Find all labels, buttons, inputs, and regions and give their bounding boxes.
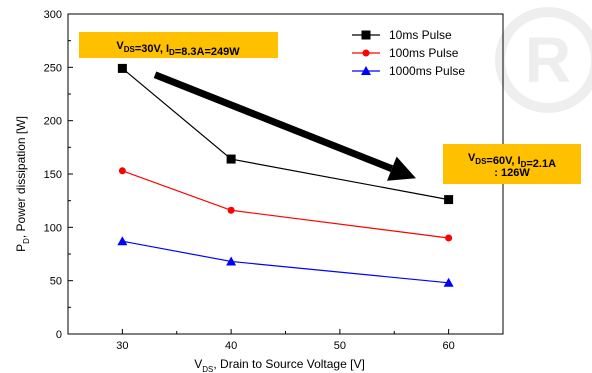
data-point-circle <box>227 206 235 214</box>
legend-item: 10ms Pulse <box>352 28 452 42</box>
data-point-triangle <box>226 256 237 266</box>
series-3 <box>117 236 454 287</box>
subscript: D <box>521 160 527 169</box>
y-tick-label: 300 <box>44 9 62 21</box>
x-tick-label: 50 <box>334 340 346 352</box>
axis-title-rest: , Drain to Source Voltage [V] <box>213 357 364 371</box>
axis-symbol: V <box>194 357 202 371</box>
series-line <box>122 170 449 239</box>
axis-title-rest: , Power dissipation [W] <box>14 116 28 238</box>
callout-60v: VDS=60V, ID=2.1A: 126W <box>443 144 581 184</box>
x-tick-label: 30 <box>116 340 128 352</box>
text-run: V <box>468 152 476 164</box>
text-run: =2.1A <box>526 158 556 170</box>
callout-box <box>443 144 581 184</box>
legend-label: 10ms Pulse <box>389 28 452 42</box>
series-line <box>122 240 449 284</box>
callout-text: : 126W <box>494 167 530 179</box>
legend-item: 100ms Pulse <box>352 46 459 60</box>
data-point-circle <box>118 167 126 175</box>
axis-symbol: P <box>14 244 28 252</box>
x-axis-title: VDS, Drain to Source Voltage [V] <box>194 357 365 373</box>
logo-watermark-letter: R <box>525 24 571 96</box>
y-tick-label: 150 <box>44 169 62 181</box>
logo-watermark: R <box>495 7 592 113</box>
x-tick-label: 40 <box>225 340 237 352</box>
subscript: DS <box>124 45 136 54</box>
data-point-square <box>361 30 371 40</box>
data-point-circle <box>362 49 370 57</box>
y-tick-label: 50 <box>50 276 62 288</box>
data-point-circle <box>445 234 453 242</box>
x-tick-label: 60 <box>443 340 455 352</box>
legend-item: 1000ms Pulse <box>352 64 465 78</box>
trend-arrow <box>153 71 416 181</box>
series-line <box>121 67 449 201</box>
text-run: V <box>116 40 124 52</box>
legend-label: 100ms Pulse <box>389 46 459 60</box>
subscript: DS <box>475 157 487 166</box>
axis-subscript: DS <box>202 365 213 373</box>
data-point-square <box>444 195 454 205</box>
series-2 <box>118 167 453 242</box>
subscript: D <box>169 48 175 57</box>
callout-box <box>79 32 278 58</box>
y-axis-title: PD, Power dissipation [W] <box>14 116 31 252</box>
text-run: =8.3A=249W <box>175 46 240 58</box>
data-point-square <box>226 154 236 164</box>
y-tick-label: 250 <box>44 62 62 74</box>
text-run: =30V, I <box>135 43 169 55</box>
data-point-triangle <box>361 66 371 75</box>
callout-text: VDS=30V, ID=8.3A=249W <box>116 40 240 58</box>
legend-label: 1000ms Pulse <box>389 64 465 78</box>
data-point-square <box>117 63 127 73</box>
y-tick-label: 200 <box>44 116 62 128</box>
y-tick-label: 100 <box>44 222 62 234</box>
series-1 <box>117 63 454 205</box>
axis-ticks: 0 50 100 150 200 250 300 30 40 50 60 <box>44 9 504 352</box>
legend: 10ms Pulse 100ms Pulse 1000ms Pulse <box>352 28 465 78</box>
axis-subscript: D <box>22 238 31 244</box>
data-point-triangle <box>443 277 454 287</box>
data-point-triangle <box>117 236 128 246</box>
arrow-shaft <box>153 71 394 172</box>
arrow-head <box>387 156 416 181</box>
y-tick-label: 0 <box>56 329 62 341</box>
callout-text: VDS=60V, ID=2.1A <box>468 152 556 170</box>
callout-30v: VDS=30V, ID=8.3A=249W <box>79 32 278 58</box>
text-run: =60V, I <box>486 155 520 167</box>
series-lines <box>117 63 454 287</box>
plot-area <box>67 13 504 335</box>
